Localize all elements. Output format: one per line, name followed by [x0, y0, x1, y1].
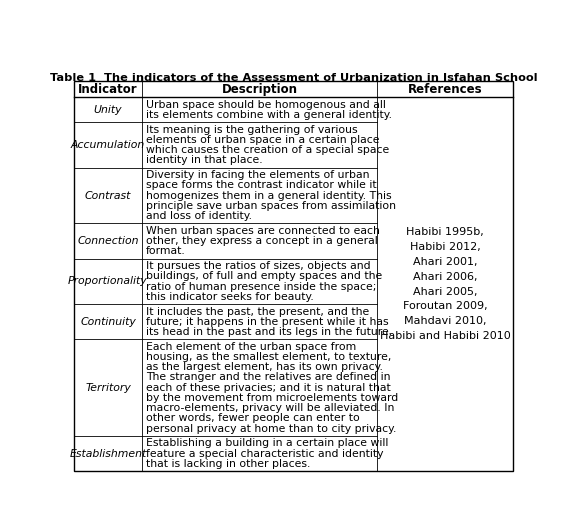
Text: Accumulation: Accumulation: [71, 140, 145, 150]
Text: Establishing a building in a certain place will: Establishing a building in a certain pla…: [146, 438, 388, 448]
Text: homogenizes them in a general identity. This: homogenizes them in a general identity. …: [146, 190, 391, 201]
Text: its elements combine with a general identity.: its elements combine with a general iden…: [146, 110, 392, 120]
Text: as the largest element, has its own privacy.: as the largest element, has its own priv…: [146, 362, 383, 372]
Text: Description: Description: [222, 82, 297, 96]
Text: Continuity: Continuity: [80, 317, 136, 327]
Text: References: References: [408, 82, 482, 96]
Text: other words, fewer people can enter to: other words, fewer people can enter to: [146, 413, 360, 423]
Text: housing, as the smallest element, to texture,: housing, as the smallest element, to tex…: [146, 352, 391, 362]
Text: Its meaning is the gathering of various: Its meaning is the gathering of various: [146, 124, 358, 135]
Text: other, they express a concept in a general: other, they express a concept in a gener…: [146, 236, 378, 246]
Text: principle save urban spaces from assimilation: principle save urban spaces from assimil…: [146, 201, 396, 211]
Text: each of these privacies; and it is natural that: each of these privacies; and it is natur…: [146, 383, 391, 393]
Text: It includes the past, the present, and the: It includes the past, the present, and t…: [146, 306, 369, 317]
Text: its head in the past and its legs in the future.: its head in the past and its legs in the…: [146, 327, 392, 337]
Text: personal privacy at home than to city privacy.: personal privacy at home than to city pr…: [146, 423, 397, 434]
Text: elements of urban space in a certain place: elements of urban space in a certain pla…: [146, 135, 379, 145]
Text: by the movement from microelements toward: by the movement from microelements towar…: [146, 393, 398, 403]
Text: which causes the creation of a special space: which causes the creation of a special s…: [146, 145, 389, 155]
Text: Unity: Unity: [94, 105, 122, 115]
Text: The stranger and the relatives are defined in: The stranger and the relatives are defin…: [146, 372, 390, 383]
Text: Proportionality: Proportionality: [68, 277, 148, 286]
Text: Diversity in facing the elements of urban: Diversity in facing the elements of urba…: [146, 170, 370, 180]
Text: Habibi 1995b,
Habibi 2012,
Ahari 2001,
Ahari 2006,
Ahari 2005,
Foroutan 2009,
Ma: Habibi 1995b, Habibi 2012, Ahari 2001, A…: [380, 228, 511, 341]
Text: Each element of the urban space from: Each element of the urban space from: [146, 342, 356, 352]
Text: When urban spaces are connected to each: When urban spaces are connected to each: [146, 226, 380, 236]
Text: Establishment: Establishment: [69, 448, 147, 459]
Text: buildings, of full and empty spaces and the: buildings, of full and empty spaces and …: [146, 271, 382, 281]
Text: this indicator seeks for beauty.: this indicator seeks for beauty.: [146, 292, 313, 302]
Text: Urban space should be homogenous and all: Urban space should be homogenous and all: [146, 99, 386, 110]
Text: and loss of identity.: and loss of identity.: [146, 211, 252, 221]
Text: ratio of human presence inside the space;: ratio of human presence inside the space…: [146, 281, 376, 292]
Text: Contrast: Contrast: [85, 190, 131, 201]
Text: that is lacking in other places.: that is lacking in other places.: [146, 459, 311, 469]
Text: Table 1  The indicators of the Assessment of Urbanization in Isfahan School: Table 1 The indicators of the Assessment…: [50, 73, 537, 83]
Text: Indicator: Indicator: [78, 82, 138, 96]
Text: Connection: Connection: [77, 236, 139, 246]
Text: feature a special characteristic and identity: feature a special characteristic and ide…: [146, 448, 383, 459]
Text: space forms the contrast indicator while it: space forms the contrast indicator while…: [146, 180, 376, 190]
Text: It pursues the ratios of sizes, objects and: It pursues the ratios of sizes, objects …: [146, 261, 371, 271]
Text: macro-elements, privacy will be alleviated. In: macro-elements, privacy will be alleviat…: [146, 403, 394, 413]
Text: Territory: Territory: [85, 383, 131, 393]
Text: future; it happens in the present while it has: future; it happens in the present while …: [146, 317, 388, 327]
Text: identity in that place.: identity in that place.: [146, 155, 262, 165]
Text: format.: format.: [146, 246, 186, 256]
